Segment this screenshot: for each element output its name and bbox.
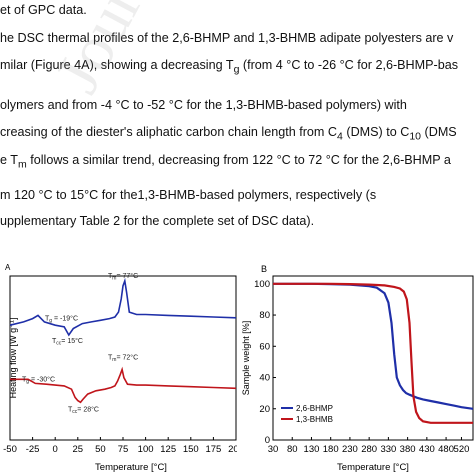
annotation: Tm= 77°C xyxy=(108,272,138,282)
x-tick-label: -25 xyxy=(26,444,40,455)
annotation: Tg = -30°C xyxy=(22,375,55,385)
legend-label: 2,6-BHMP xyxy=(296,404,333,413)
x-tick-label: 150 xyxy=(183,444,199,455)
y-tick-label: 20 xyxy=(259,404,270,415)
x-tick-label: 520 xyxy=(454,444,470,455)
tga-chart: B Sample weight [%] 0 20 40 60 80 100 30 80 130 180… xyxy=(241,264,474,473)
y-axis-label: Sample weight [%] xyxy=(241,321,251,396)
series-line xyxy=(273,282,474,410)
body-text: et of GPC data. he DSC thermal profiles … xyxy=(0,3,459,228)
series-line xyxy=(10,366,237,404)
x-tick-label: 330 xyxy=(380,444,396,455)
series-line xyxy=(273,282,473,424)
annotation: Tcc= 28°C xyxy=(68,405,99,415)
text-line-6: e Tm follows a similar trend, decreasing… xyxy=(0,153,451,171)
x-tick-label: 230 xyxy=(342,444,358,455)
legend-label: 1,3-BHMB xyxy=(296,415,333,424)
x-tick-label: 30 xyxy=(268,444,279,455)
y-tick-label: 80 xyxy=(259,310,270,321)
y-tick-label: 0 xyxy=(265,435,270,446)
x-tick-label: 180 xyxy=(323,444,339,455)
text-line-5: creasing of the diester's aliphatic carb… xyxy=(0,125,457,143)
y-axis-label: Heating flow [W g⁻¹] xyxy=(8,318,18,399)
y-tick-label: 40 xyxy=(259,373,270,384)
x-tick-label: 80 xyxy=(287,444,298,455)
x-tick-label: 430 xyxy=(419,444,435,455)
x-tick-label: 480 xyxy=(438,444,454,455)
x-tick-label: 130 xyxy=(304,444,320,455)
x-tick-label: 50 xyxy=(95,444,106,455)
text-line-2: he DSC thermal profiles of the 2,6-BHMP … xyxy=(0,31,454,45)
text-line-8: upplementary Table 2 for the complete se… xyxy=(0,214,315,228)
annotation: Tg = -19°C xyxy=(45,314,78,324)
dsc-chart: A Heating flow [W g⁻¹] -50 -25 0 25 50 75 100 125… xyxy=(3,263,237,473)
x-tick-label: 100 xyxy=(138,444,154,455)
annotation: Tcc= 15°C xyxy=(52,337,83,347)
text-line-1: et of GPC data. xyxy=(0,3,87,17)
x-axis-label: Temperature [°C] xyxy=(95,462,167,473)
series-line xyxy=(9,277,237,337)
x-tick-label: 75 xyxy=(118,444,129,455)
x-tick-label: 125 xyxy=(160,444,176,455)
text-line-7: m 120 °C to 15°C for the1,3-BHMB-based p… xyxy=(0,188,377,202)
annotation: Tm= 72°C xyxy=(108,353,138,363)
panel-label: B xyxy=(261,264,267,274)
text-line-3: milar (Figure 4A), showing a decreasing … xyxy=(0,58,459,76)
y-tick-label: 100 xyxy=(254,279,270,290)
x-tick-label: 200 xyxy=(228,444,237,455)
panel-label: A xyxy=(5,263,11,272)
x-tick-label: 0 xyxy=(53,444,58,455)
x-tick-label: 280 xyxy=(361,444,377,455)
x-axis-label: Temperature [°C] xyxy=(337,462,409,473)
text-line-4: olymers and from -4 °C to -52 °C for the… xyxy=(0,98,407,112)
x-tick-label: -50 xyxy=(3,444,17,455)
plot-frame xyxy=(272,275,474,441)
x-tick-label: 25 xyxy=(73,444,84,455)
y-tick-label: 60 xyxy=(259,341,270,352)
x-tick-label: 175 xyxy=(205,444,221,455)
x-tick-label: 380 xyxy=(400,444,416,455)
